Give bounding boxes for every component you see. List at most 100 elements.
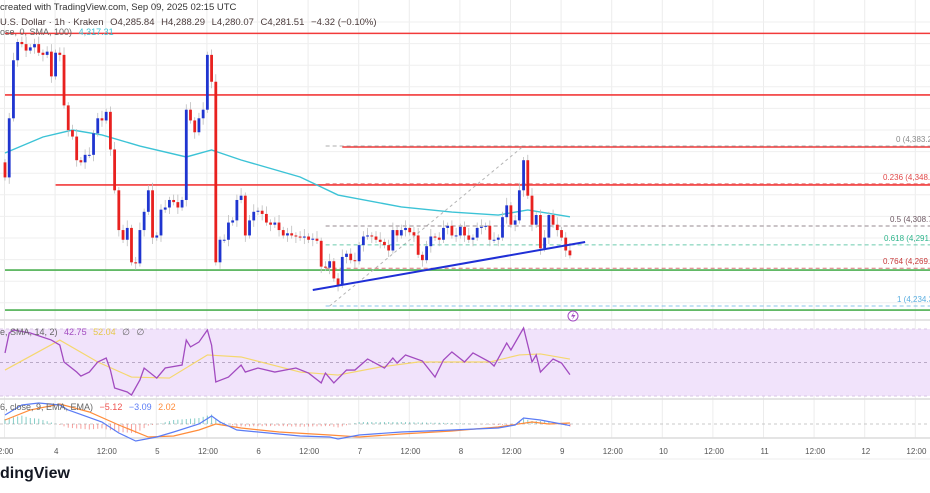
macd-histogram-bar [135,424,137,434]
macd-histogram-bar [240,424,242,427]
rsi-legend[interactable]: e, SMA, 14, 2) 42.75 52.04 ∅ ∅ [0,327,144,338]
candle-body [12,60,15,119]
candle-body [62,54,66,106]
candle-body [324,266,327,268]
macd-histogram-bar [122,424,124,433]
macd-histogram-bar [324,424,326,427]
macd-histogram-bar [497,424,499,425]
candle-body [87,154,91,156]
candle-body [442,227,445,240]
macd-histogram-bar [383,422,385,424]
macd-histogram-bar [105,424,107,430]
candle-body [273,222,277,225]
candle-body [488,225,492,240]
candle-body [568,250,572,256]
macd-histogram-bar [413,422,415,424]
macd-histogram-bar [333,424,335,427]
candle-body [370,235,374,237]
rsi-value: 42.75 [64,327,87,337]
candle-body [294,235,298,237]
candle-body [361,236,365,246]
candle-body [311,238,315,240]
time-axis-label: 12:00 [603,447,624,456]
macd-histogram-bar [223,422,225,424]
macd-histogram-bar [375,422,377,424]
lightning-icon[interactable] [567,310,579,322]
macd-histogram-bar [303,424,305,427]
candle-body [201,109,205,119]
macd-histogram-bar [4,419,6,424]
fib-level-label: 0 (4,383.22) [896,135,930,144]
candle-body [92,133,95,155]
macd-histogram-bar [295,424,297,427]
candle-body [96,118,100,134]
candle-body [328,261,332,268]
candle-body [121,230,125,240]
time-axis-label: 12:00 [704,447,725,456]
macd-histogram-bar [286,424,288,427]
candle-body [463,226,466,236]
macd-histogram-bar [451,423,453,424]
macd-histogram-bar [152,424,154,425]
macd-legend[interactable]: 6, close, 9, EMA, EMA) −5.12 −3.09 2.02 [0,402,176,412]
macd-histogram-bar [215,419,217,424]
macd-histogram-bar [409,422,411,424]
fib-level-label: 0.5 (4,308.79) [890,215,930,224]
macd-histogram-bar [544,421,546,424]
macd-histogram-bar [190,418,192,424]
macd-histogram-bar [447,422,449,424]
macd-histogram-bar [114,424,116,432]
macd-histogram-bar [455,423,457,424]
candle-body [399,230,403,236]
macd-histogram-bar [118,424,120,432]
candle-body [513,220,517,225]
candle-body [395,230,399,236]
macd-histogram-bar [316,424,318,427]
candle-body [517,190,521,221]
macd-histogram-bar [459,423,461,424]
macd-histogram-bar [34,418,36,424]
macd-histogram-bar [80,424,82,429]
time-axis-label: 9 [560,447,565,456]
trendline [312,241,586,292]
candle-body [534,215,538,225]
candle-body [357,245,361,262]
macd-histogram-bar [17,416,19,424]
macd-histogram-bar [88,424,90,430]
macd-histogram-bar [211,414,213,424]
candle-body [49,51,53,77]
macd-histogram-bar [97,424,99,429]
candle-body [332,261,336,279]
candle-body [412,232,416,236]
chart-canvas[interactable]: 0 (4,383.22) 0.236 (4,348.09) 0.5 (4,308.7… [0,0,930,462]
macd-signal-value: 2.02 [158,402,176,412]
sma-legend[interactable]: ose, 0, SMA, 100) 4,317.31 [0,27,114,37]
candle-body [298,236,302,238]
macd-histogram-bar [25,416,27,424]
candle-body [214,81,218,263]
candle-body [340,256,344,285]
candle-body [28,47,32,51]
macd-histogram-bar [177,419,179,424]
candle-body [383,241,386,246]
macd-value: −3.09 [128,402,152,412]
candle-body [454,235,458,237]
candle-body [269,222,273,225]
macd-histogram-bar [42,419,44,424]
sma-legend-label: ose, 0, SMA, 100) [0,27,73,37]
candle-body [345,253,348,257]
candle-body [543,237,547,249]
candle-body [71,130,74,137]
macd-histogram-bar [392,422,394,424]
candle-body [492,239,496,241]
ohlc-low: L4,280.07 [211,17,254,28]
candle-body [210,54,213,82]
candle-body [252,211,256,221]
candle-body [366,235,369,237]
macd-histogram-bar [202,416,204,424]
macd-histogram-bar [400,422,402,424]
candle-body [505,205,509,218]
candle-body [302,236,306,238]
macd-histogram-bar [50,422,52,424]
candle-body [458,226,462,236]
